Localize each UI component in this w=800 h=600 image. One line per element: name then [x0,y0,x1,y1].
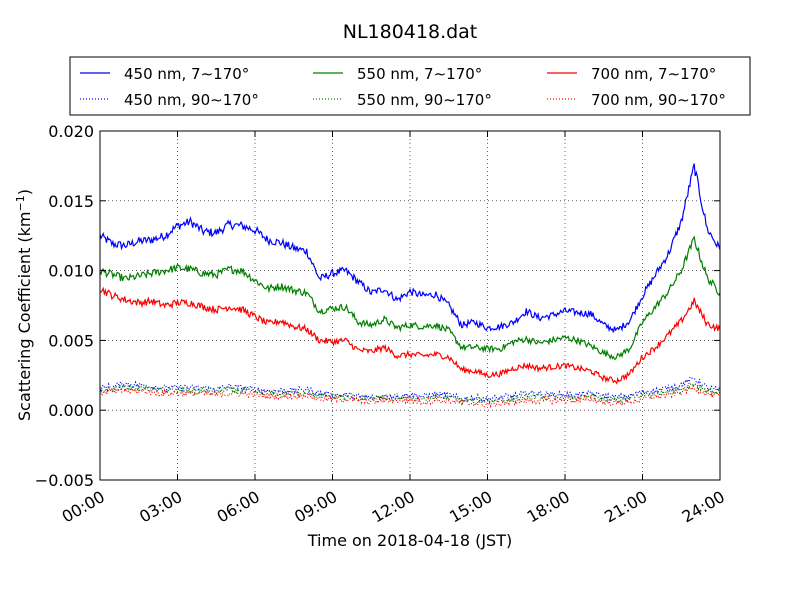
legend-label: 450 nm, 90∼170° [124,91,259,109]
series-line-550-nm-90-170-dotted [99,382,721,406]
y-tick-label: 0.005 [48,331,94,350]
y-tick-label: −0.005 [35,471,94,490]
y-axis-label-close: ) [15,189,34,195]
y-axis: −0.005 0.000 0.005 0.010 0.015 0.020 [35,122,720,490]
series-layer [99,163,721,409]
y-tick-label: 0.020 [48,122,94,141]
legend-label: 700 nm, 90∼170° [591,91,726,109]
y-axis-label-sup: −1 [14,195,27,211]
y-axis-label-main: Scattering Coefficient (km [15,211,34,421]
legend-label: 550 nm, 7∼170° [357,65,482,83]
legend-label: 550 nm, 90∼170° [357,91,492,109]
series-line-550-nm-7-170-solid [99,235,721,360]
series-line-700-nm-90-170-dotted [99,384,721,409]
y-tick-label: 0.015 [48,192,94,211]
y-axis-label: Scattering Coefficient (km−1) [14,189,34,421]
x-axis-label: Time on 2018-04-18 (JST) [307,531,512,550]
legend-label: 450 nm, 7∼170° [124,65,249,83]
legend: 450 nm, 7∼170° 550 nm, 7∼170° 700 nm, 7∼17… [69,56,751,116]
series-line-450-nm-7-170-solid [99,163,721,333]
chart-title: NL180418.dat [343,21,478,43]
legend-label: 700 nm, 7∼170° [591,65,716,83]
series-line-700-nm-7-170-solid [99,286,721,385]
series-line-450-nm-90-170-dotted [99,376,721,404]
grid [100,131,720,480]
y-tick-label: 0.000 [48,401,94,420]
legend-box [69,56,751,116]
y-tick-label: 0.010 [48,262,94,281]
